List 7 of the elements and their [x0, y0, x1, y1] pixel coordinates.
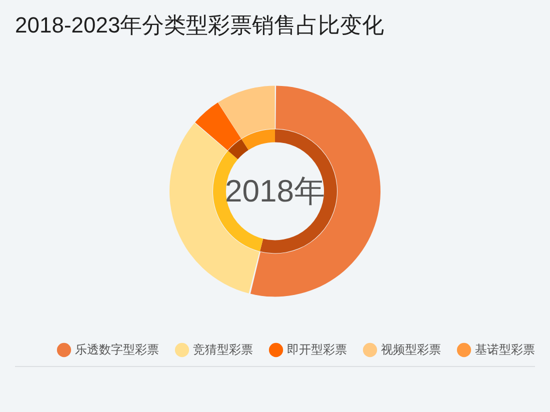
legend-label: 视频型彩票 — [381, 342, 441, 356]
legend-label: 竞猜型彩票 — [193, 342, 253, 356]
legend-label: 基诺型彩票 — [475, 342, 535, 356]
text: 2018年 — [225, 174, 325, 209]
legend-label: 即开型彩票 — [287, 342, 347, 356]
legend-label: 乐透数字型彩票 — [75, 342, 159, 356]
chart-title: 2018-2023年分类型彩票销售占比变化 — [15, 12, 384, 38]
